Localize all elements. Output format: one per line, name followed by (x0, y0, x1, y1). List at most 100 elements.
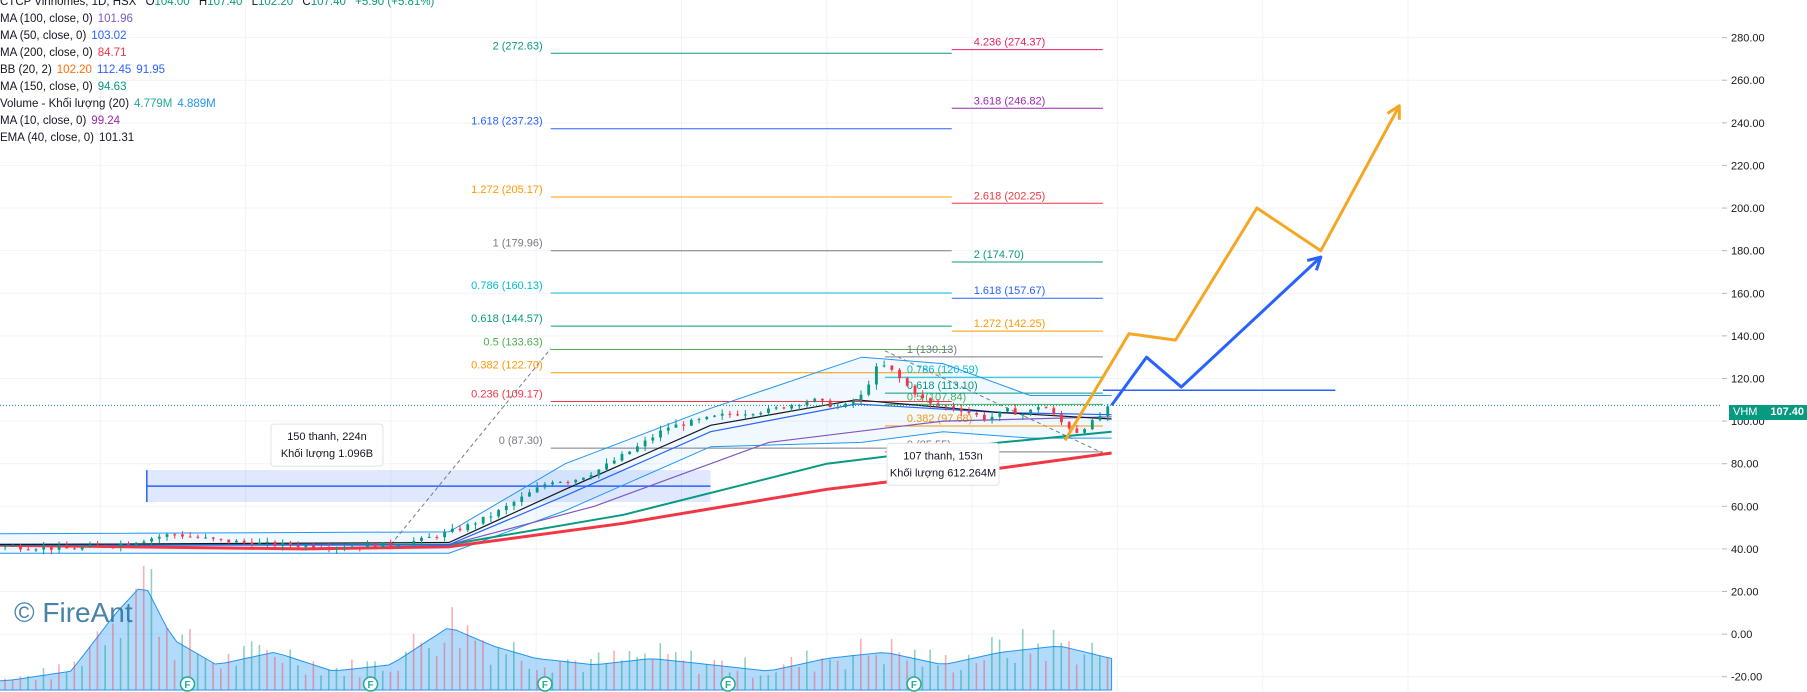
volume-bar (58, 664, 60, 690)
indicator-row[interactable]: Volume - Khối lượng (20) 4.779M 4.889M (0, 96, 434, 113)
candle-body (319, 547, 323, 549)
candle-body (921, 394, 925, 399)
candle-body (597, 469, 601, 476)
volume-bar (166, 627, 168, 690)
projection-arrow-orange (1063, 105, 1401, 442)
volume-bar (667, 654, 669, 690)
candle-body (975, 412, 979, 415)
candle-body (103, 545, 107, 547)
volume-bar (528, 668, 531, 690)
volume-bar (389, 671, 392, 690)
axis-tick-label: 60.00 (1731, 501, 1759, 513)
dividend-marker-label: F (542, 680, 548, 691)
axis-tick-label: 40.00 (1731, 544, 1759, 556)
volume-bar (1029, 653, 1032, 690)
volume-bar (883, 664, 885, 690)
volume-bar (1045, 661, 1047, 690)
volume-bar (836, 661, 839, 690)
indicator-row[interactable]: MA (100, close, 0) 101.96 (0, 11, 434, 28)
candle-body (19, 546, 22, 550)
open-value: 104.00 (154, 0, 190, 8)
volume-bar (551, 672, 554, 690)
candle-body (535, 487, 539, 493)
volume-bar (235, 665, 238, 690)
fib-ext-level-label: 0.382 (122.70) (471, 360, 543, 372)
candle-body (11, 546, 15, 548)
candle-body (443, 531, 447, 538)
volume-bar (158, 636, 160, 690)
volume-bar (482, 640, 484, 690)
volume-bar (220, 668, 222, 690)
volume-bar (944, 654, 947, 690)
volume-bar (297, 665, 299, 690)
volume-bar (459, 648, 461, 690)
candle-body (967, 411, 971, 413)
indicator-row[interactable]: MA (10, close, 0) 99.24 (0, 113, 434, 130)
indicator-value: 4.779M (134, 98, 173, 110)
indicator-value: 99.24 (91, 115, 121, 127)
candle-body (751, 414, 755, 416)
indicator-label: BB (20, 2) (0, 64, 52, 76)
volume-bar (821, 658, 824, 690)
volume-bar (250, 641, 253, 690)
axis-tick-label: 180.00 (1731, 246, 1765, 258)
volume-bar (104, 645, 106, 690)
dividend-marker-circle (179, 676, 196, 692)
candle-body (697, 419, 701, 421)
candle-body (157, 536, 161, 539)
volume-bar (921, 666, 924, 690)
volume-bar (19, 676, 22, 690)
close-label: C (302, 0, 311, 8)
candle-body (250, 542, 254, 546)
volume-bar (273, 656, 276, 690)
indicator-label: MA (100, close, 0) (0, 13, 93, 25)
candle-body (782, 407, 786, 409)
volume-bar (790, 656, 793, 690)
volume-bar (644, 653, 646, 690)
indicator-row[interactable]: MA (50, close, 0) 103.02 (0, 28, 434, 45)
volume-bar (258, 645, 261, 690)
volume-bar (975, 662, 978, 690)
candle-body (952, 406, 955, 409)
price-axis-bg (1722, 0, 1807, 692)
volume-bar (289, 649, 292, 690)
volume-bar (304, 674, 307, 690)
volume-bar (590, 658, 592, 690)
candle-body (289, 543, 292, 546)
volume-bar (582, 672, 585, 690)
candle-body (504, 505, 508, 511)
candle-body (265, 541, 269, 543)
candle-body (828, 400, 832, 408)
candle-body (682, 424, 686, 426)
callout-text: Khối lượng 612.264M (890, 467, 996, 479)
candle-body (528, 492, 531, 497)
indicator-row[interactable]: MA (150, close, 0) 94.63 (0, 79, 434, 96)
volume-bar (135, 588, 137, 690)
volume-bar (736, 670, 739, 690)
volume-bar (34, 680, 37, 690)
volume-bar (721, 660, 723, 690)
fib-ext-level-label: 0.236 (109.17) (471, 389, 543, 401)
callout-text: 150 thanh, 224n (287, 431, 367, 443)
volume-bar (1083, 654, 1086, 690)
volume-bar (204, 658, 207, 690)
projection-arrow-blue (1110, 255, 1322, 407)
candle-body (635, 446, 639, 452)
volume-bar (88, 646, 91, 690)
moving-average-line (0, 399, 1112, 546)
volume-bar (489, 664, 492, 690)
indicator-row[interactable]: EMA (40, close, 0) 101.31 (0, 130, 434, 147)
indicator-row[interactable]: MA (200, close, 0) 84.71 (0, 45, 434, 62)
candle-body (134, 542, 138, 545)
candle-body (659, 430, 662, 438)
candle-body (235, 540, 238, 543)
callout-text: Khối lượng 1.096B (281, 448, 373, 460)
legend-header: CTCP Vinhomes, 1D, HSX O104.00 H107.40 L… (0, 0, 434, 11)
dividend-marker: F (720, 676, 736, 692)
candle-body (643, 440, 647, 447)
candle-body (805, 401, 809, 406)
candle-body (242, 540, 246, 543)
indicator-row[interactable]: BB (20, 2) 102.20 112.45 91.95 (0, 62, 434, 79)
